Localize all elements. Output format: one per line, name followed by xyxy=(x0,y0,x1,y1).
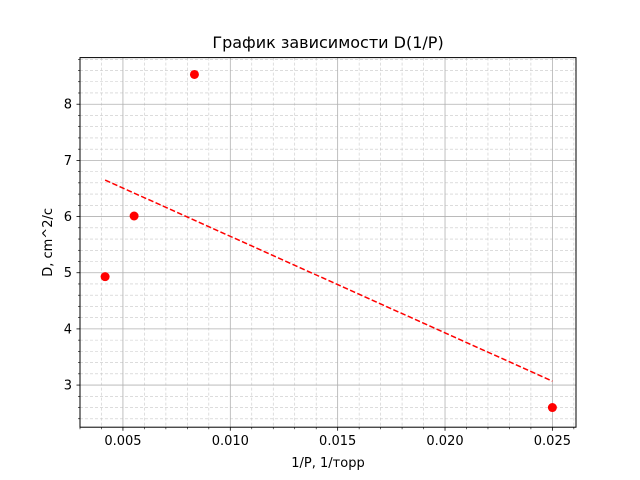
data-point xyxy=(129,211,139,221)
x-tick-label: 0.015 xyxy=(319,434,356,449)
minor-grid xyxy=(79,57,576,428)
y-axis-label: D, cm^2/c xyxy=(41,208,56,277)
series-layer xyxy=(100,69,557,413)
y-tick-label: 4 xyxy=(64,322,72,337)
y-tick-label: 6 xyxy=(64,210,72,225)
major-grid xyxy=(80,57,576,428)
x-tick-label: 0.025 xyxy=(534,434,571,449)
y-tick-label: 7 xyxy=(64,154,72,169)
y-tick-label: 5 xyxy=(64,266,72,281)
x-tick-label: 0.010 xyxy=(212,434,249,449)
plot-area xyxy=(80,57,576,428)
x-axis-label: 1/P, 1/торр xyxy=(291,456,364,471)
plot-frame xyxy=(79,57,577,428)
x-tick-label: 0.005 xyxy=(104,434,141,449)
fit-line xyxy=(104,179,553,382)
y-tick-label: 3 xyxy=(64,379,72,394)
data-point xyxy=(547,403,557,413)
tick-labels: 0.005 0.010 0.015 0.020 0.025 3 4 5 6 7 8 xyxy=(64,98,571,449)
chart-title: График зависимости D(1/P) xyxy=(212,33,443,52)
x-tick-label: 0.020 xyxy=(426,434,463,449)
y-tick-label: 8 xyxy=(64,98,72,113)
axis-ticks xyxy=(76,58,575,431)
data-point xyxy=(100,272,110,282)
data-point xyxy=(189,69,199,79)
